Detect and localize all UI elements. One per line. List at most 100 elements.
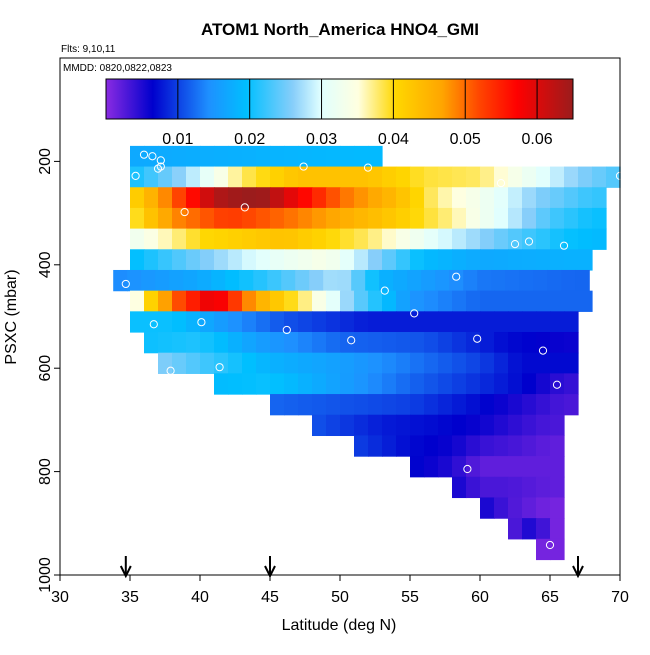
heatmap-cell xyxy=(214,187,229,209)
heatmap-cell xyxy=(200,311,215,333)
heatmap-cell xyxy=(214,290,229,312)
heatmap-cell xyxy=(326,332,341,354)
observation-point xyxy=(452,272,461,281)
heatmap-cell xyxy=(438,373,453,395)
heatmap-cell xyxy=(505,269,520,292)
colorbar-tick-label: 0.06 xyxy=(522,131,553,148)
x-tick-label: 65 xyxy=(541,589,559,606)
heatmap-cell xyxy=(522,476,537,499)
heatmap-cell xyxy=(144,332,159,354)
heatmap-cell xyxy=(424,166,439,188)
heatmap-cell xyxy=(480,332,495,354)
heatmap-cell xyxy=(354,166,369,188)
heatmap-cell xyxy=(522,332,537,354)
heatmap-cell xyxy=(354,290,369,312)
heatmap-cell xyxy=(256,228,271,250)
heatmap-cell xyxy=(561,269,576,292)
colorbar-tick-label: 0.02 xyxy=(234,131,265,148)
heatmap-cell xyxy=(396,290,411,312)
heatmap-cell xyxy=(256,311,271,333)
heatmap-cell xyxy=(424,373,439,395)
heatmap-cell xyxy=(396,373,411,395)
heatmap-cell xyxy=(312,249,327,271)
heatmap-cell xyxy=(410,394,425,416)
heatmap-cell xyxy=(326,207,341,230)
heatmap-cell xyxy=(382,435,397,457)
heatmap-cell xyxy=(354,394,369,416)
heatmap-cell xyxy=(340,394,355,416)
heatmap-cell xyxy=(592,166,607,188)
observation-point xyxy=(282,325,291,335)
heatmap-cell xyxy=(494,228,509,250)
heatmap-cell xyxy=(214,352,229,374)
heatmap-cell xyxy=(606,166,621,188)
heatmap-cell xyxy=(536,207,551,230)
heatmap-cell xyxy=(323,269,338,292)
heatmap-cell xyxy=(284,187,299,209)
heatmap-cell xyxy=(298,145,313,168)
heatmap-cell xyxy=(396,228,411,250)
x-tick-label: 40 xyxy=(191,589,209,606)
heatmap-cell xyxy=(130,207,145,230)
heatmap-cell xyxy=(340,228,355,250)
heatmap-cell xyxy=(466,207,481,230)
heatmap-cell xyxy=(228,290,243,312)
heatmap-cell xyxy=(536,476,551,499)
observation-point xyxy=(156,156,165,165)
heatmap-cell xyxy=(368,228,383,250)
heatmap-cell xyxy=(592,187,607,209)
observation-points xyxy=(121,150,625,550)
heatmap-cell xyxy=(522,394,537,416)
heatmap-cell xyxy=(298,249,313,271)
heatmap-cell xyxy=(144,207,159,230)
heatmap-cell xyxy=(214,145,229,168)
heatmap-cell xyxy=(186,166,201,188)
heatmap-cell xyxy=(410,249,425,271)
heatmap-cell xyxy=(256,207,271,230)
heatmap-cell xyxy=(435,269,450,292)
heatmap-cell xyxy=(256,332,271,354)
heatmap-cell xyxy=(494,290,509,312)
heatmap-cell xyxy=(326,145,341,168)
heatmap-cell xyxy=(424,311,439,333)
heatmap-cell xyxy=(407,269,422,292)
heatmap-cell xyxy=(298,228,313,250)
heatmap-cell xyxy=(410,207,425,230)
heatmap-cell xyxy=(172,207,187,230)
heatmap-cell xyxy=(368,187,383,209)
heatmap-cell xyxy=(438,414,453,437)
heatmap-cell xyxy=(536,166,551,188)
heatmap-cell xyxy=(466,414,481,437)
heatmap-cell xyxy=(438,166,453,188)
heatmap-cell xyxy=(326,290,341,312)
heatmap-cell xyxy=(508,414,523,437)
heatmap-cell xyxy=(508,187,523,209)
heatmap-cell xyxy=(463,269,478,292)
heatmap-cell xyxy=(270,394,285,416)
heatmap-cell xyxy=(326,394,341,416)
heatmap-cell xyxy=(550,394,565,416)
heatmap-cell xyxy=(396,394,411,416)
heatmap-cell xyxy=(508,228,523,250)
heatmap-cell xyxy=(172,166,187,188)
heatmap-cell xyxy=(312,166,327,188)
colorbar-tick-label: 0.03 xyxy=(306,131,337,148)
heatmap-cell xyxy=(368,290,383,312)
heatmap-cell xyxy=(494,187,509,209)
heatmap-cell xyxy=(312,145,327,168)
heatmap-cell xyxy=(410,373,425,395)
heatmap-cell xyxy=(508,332,523,354)
heatmap-cell xyxy=(200,352,215,374)
observation-point xyxy=(166,366,175,375)
observation-point xyxy=(559,241,569,250)
heatmap-cell xyxy=(270,187,285,209)
observation-point xyxy=(545,540,555,550)
heatmap-cell xyxy=(200,145,215,168)
observation-point xyxy=(197,318,206,327)
heatmap-cell xyxy=(368,394,383,416)
heatmap-cell xyxy=(130,187,145,209)
heatmap-cell xyxy=(130,249,145,271)
heatmap-cell xyxy=(270,145,285,168)
heatmap-cell xyxy=(242,249,257,271)
heatmap-cell xyxy=(575,269,590,292)
